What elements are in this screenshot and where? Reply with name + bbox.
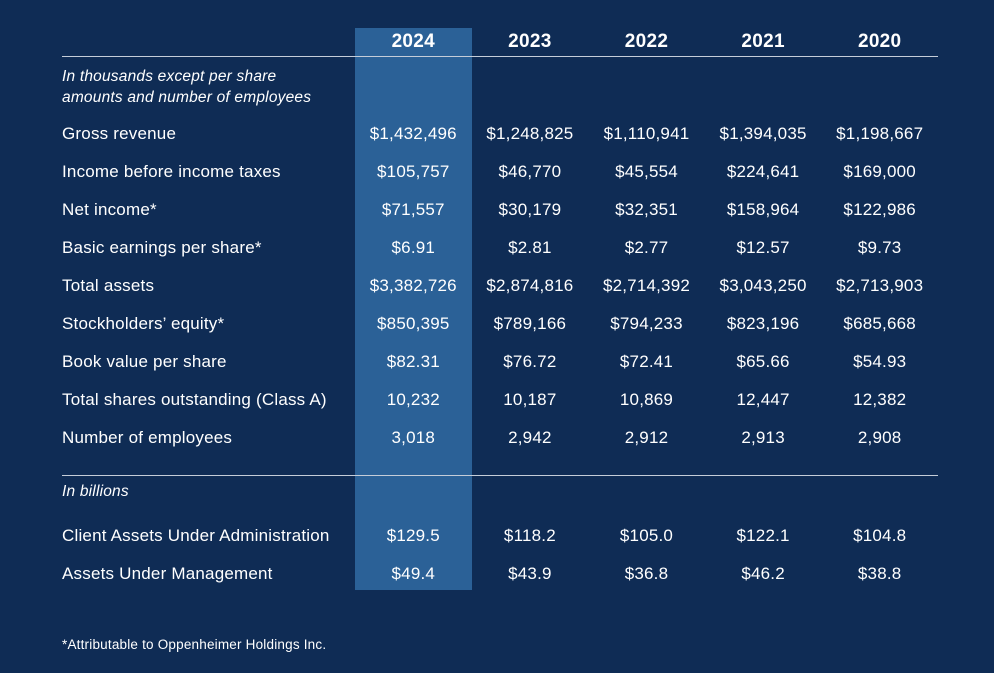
table-row: Gross revenue $1,432,496 $1,248,825 $1,1… xyxy=(62,115,938,153)
cell-value-2022: $36.8 xyxy=(624,564,669,583)
cell-value-2021: 12,447 xyxy=(736,390,790,409)
units-note-line-2: amounts and number of employees xyxy=(62,89,312,106)
column-header-2021: 2021 xyxy=(741,31,785,52)
cell-value-2020: $169,000 xyxy=(843,162,916,181)
cell-value-2020: $38.8 xyxy=(857,564,902,583)
cell-value-2022: 10,869 xyxy=(619,390,674,409)
table-row: Income before income taxes $105,757 $46,… xyxy=(62,153,938,191)
table-row: Book value per share $82.31 $76.72 $72.4… xyxy=(62,343,938,381)
table-body-billions: Client Assets Under Administration $129.… xyxy=(62,517,938,593)
cell-value-2023: $43.9 xyxy=(508,564,552,583)
column-header-2020: 2020 xyxy=(857,31,902,52)
cell-value-2024: 3,018 xyxy=(391,428,436,447)
cell-value-2024: $49.4 xyxy=(391,564,436,583)
row-label: Number of employees xyxy=(62,428,233,447)
row-label: Income before income taxes xyxy=(62,162,281,181)
units-note-line-1: In thousands except per share xyxy=(62,68,277,85)
row-label: Total shares outstanding (Class A) xyxy=(62,390,327,409)
cell-value-2021: $46.2 xyxy=(741,564,785,583)
cell-value-2020: $9.73 xyxy=(857,238,902,257)
cell-value-2022: $2,714,392 xyxy=(602,276,691,295)
cell-value-2020: $1,198,667 xyxy=(836,124,924,143)
row-label: Gross revenue xyxy=(62,124,177,143)
cell-value-2020: $685,668 xyxy=(843,314,916,333)
cell-value-2024: $82.31 xyxy=(386,352,440,371)
cell-value-2021: $823,196 xyxy=(726,314,800,333)
column-header-2023: 2023 xyxy=(508,31,552,52)
row-label: Net income* xyxy=(62,200,157,219)
row-label: Stockholders’ equity* xyxy=(62,314,225,333)
row-label: Assets Under Management xyxy=(62,564,273,583)
table-row: Stockholders’ equity* $850,395 $789,166 … xyxy=(62,305,938,343)
cell-value-2023: 2,942 xyxy=(508,428,552,447)
row-label: Total assets xyxy=(62,276,155,295)
cell-value-2023: $2.81 xyxy=(508,238,552,257)
cell-value-2023: $30,179 xyxy=(498,200,562,219)
financial-highlights-table: 2024 2023 2022 2021 2020 In thousands ex… xyxy=(62,28,938,593)
cell-value-2021: $122.1 xyxy=(736,526,790,545)
units-note-thousands: In thousands except per share amounts an… xyxy=(62,57,938,115)
cell-value-2024: $850,395 xyxy=(377,314,450,333)
table-row: Basic earnings per share* $6.91 $2.81 $2… xyxy=(62,229,938,267)
highlight-column-2024 xyxy=(355,28,472,590)
table-row: Client Assets Under Administration $129.… xyxy=(62,517,938,555)
cell-value-2023: $118.2 xyxy=(503,526,556,545)
row-label: Basic earnings per share* xyxy=(62,238,262,257)
cell-value-2023: $76.72 xyxy=(503,352,557,371)
cell-value-2021: $1,394,035 xyxy=(719,124,807,143)
table-row: Net income* $71,557 $30,179 $32,351 $158… xyxy=(62,191,938,229)
cell-value-2020: $104.8 xyxy=(853,526,907,545)
cell-value-2021: $65.66 xyxy=(736,352,790,371)
cell-value-2022: $2.77 xyxy=(624,238,669,257)
cell-value-2024: 10,232 xyxy=(386,390,440,409)
row-label: Client Assets Under Administration xyxy=(62,526,330,545)
cell-value-2021: $3,043,250 xyxy=(719,276,807,295)
cell-value-2022: $72.41 xyxy=(619,352,674,371)
row-label: Book value per share xyxy=(62,352,227,371)
cell-value-2020: $54.93 xyxy=(853,352,907,371)
table-row: Total shares outstanding (Class A) 10,23… xyxy=(62,381,938,419)
table-body-thousands: Gross revenue $1,432,496 $1,248,825 $1,1… xyxy=(62,115,938,457)
cell-value-2020: $2,713,903 xyxy=(836,276,924,295)
cell-value-2024: $129.5 xyxy=(386,526,440,545)
cell-value-2021: 2,913 xyxy=(741,428,785,447)
table-row: Assets Under Management $49.4 $43.9 $36.… xyxy=(62,555,938,593)
cell-value-2022: $794,233 xyxy=(610,314,683,333)
cell-value-2022: $45,554 xyxy=(615,162,678,181)
cell-value-2022: 2,912 xyxy=(624,428,669,447)
cell-value-2020: 2,908 xyxy=(857,428,902,447)
cell-value-2023: $1,248,825 xyxy=(486,124,574,143)
cell-value-2022: $105.0 xyxy=(619,526,674,545)
cell-value-2022: $1,110,941 xyxy=(603,124,690,143)
footnote: *Attributable to Oppenheimer Holdings In… xyxy=(62,637,327,652)
cell-value-2024: $3,382,726 xyxy=(369,276,457,295)
cell-value-2021: $224,641 xyxy=(726,162,800,181)
table-row: Total assets $3,382,726 $2,874,816 $2,71… xyxy=(62,267,938,305)
section-gap xyxy=(62,457,938,475)
cell-value-2022: $32,351 xyxy=(615,200,678,219)
cell-value-2020: $122,986 xyxy=(843,200,916,219)
table-header-row: 2024 2023 2022 2021 2020 xyxy=(62,28,938,57)
cell-value-2024: $71,557 xyxy=(381,200,445,219)
cell-value-2021: $158,964 xyxy=(726,200,800,219)
cell-value-2024: $105,757 xyxy=(377,162,450,181)
column-header-2022: 2022 xyxy=(624,31,669,52)
cell-value-2021: $12.57 xyxy=(736,238,790,257)
cell-value-2023: $789,166 xyxy=(493,314,567,333)
table-row: Number of employees 3,018 2,942 2,912 2,… xyxy=(62,419,938,457)
cell-value-2024: $1,432,496 xyxy=(369,124,457,143)
cell-value-2023: $46,770 xyxy=(498,162,562,181)
cell-value-2020: 12,382 xyxy=(853,390,907,409)
cell-value-2023: $2,874,816 xyxy=(486,276,574,295)
billions-section: In billions Client Assets Under Administ… xyxy=(62,475,938,593)
units-note-billions: In billions xyxy=(62,483,129,500)
cell-value-2023: 10,187 xyxy=(503,390,557,409)
cell-value-2024: $6.91 xyxy=(391,238,436,257)
column-header-2024: 2024 xyxy=(391,31,436,52)
